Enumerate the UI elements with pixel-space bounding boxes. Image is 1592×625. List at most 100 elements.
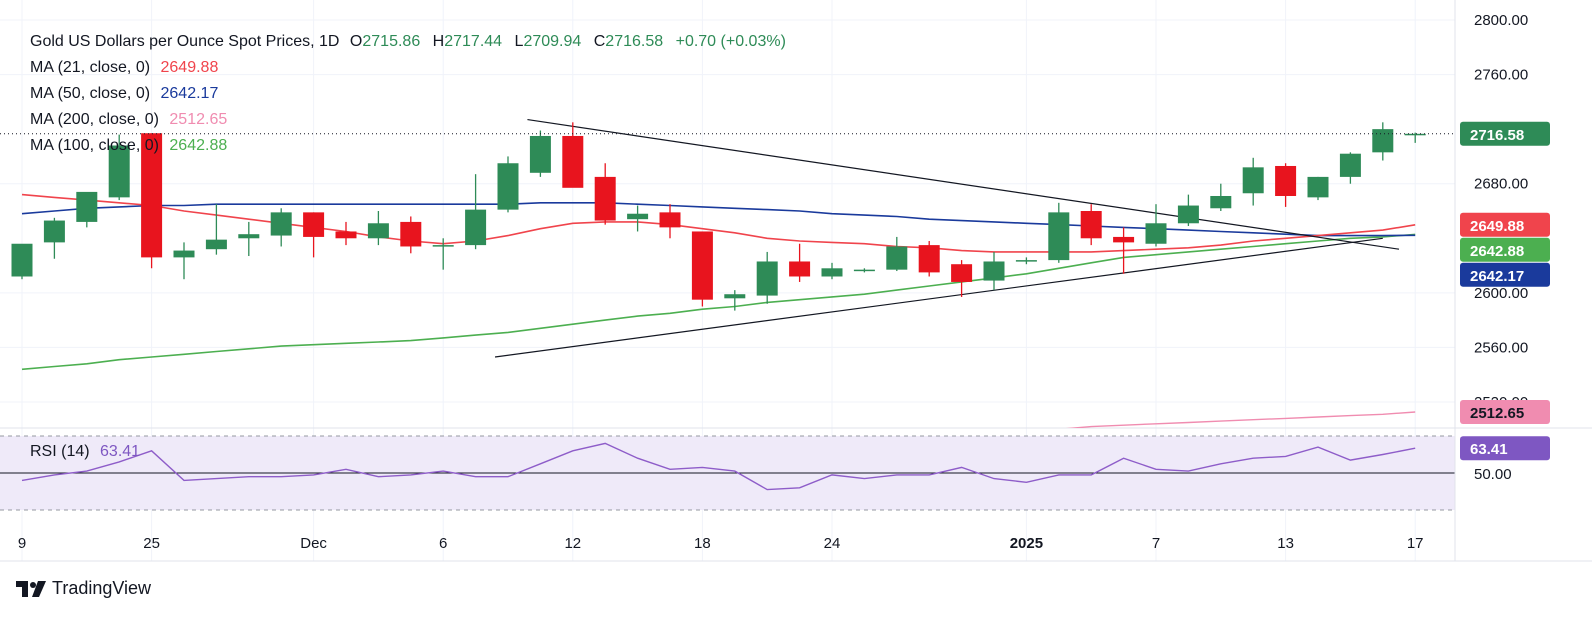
price-tick-3: 2600.00 — [1474, 285, 1528, 302]
legend-open-value: 2715.86 — [362, 33, 420, 50]
legend-ma50: MA (50, close, 0) 2642.17 — [30, 85, 218, 102]
legend-ma100: MA (100, close, 0) 2642.88 — [30, 137, 227, 154]
last-price-badge-bg — [1460, 121, 1550, 146]
legend-ma21-value: 2649.88 — [161, 59, 219, 76]
candle-body-27 — [886, 246, 908, 270]
candle-body-23 — [756, 261, 778, 296]
price-tick-4: 2560.00 — [1474, 339, 1528, 356]
ma100-badge-text: 2642.88 — [1470, 243, 1524, 260]
legend-ma200-value: 2512.65 — [169, 111, 227, 128]
legend-close-label: C — [594, 33, 606, 50]
trendline-0 — [527, 118, 1400, 250]
candle-0 — [11, 243, 33, 280]
ma21-badge-bg — [1460, 212, 1550, 237]
ma50-badge-text: 2642.17 — [1470, 268, 1524, 285]
candle-body-14 — [465, 209, 487, 246]
candle-body-26 — [853, 269, 875, 272]
ma200-badge-text: 2512.65 — [1470, 405, 1524, 422]
ma21-line — [21, 193, 1416, 253]
ma21-badge-text: 2649.88 — [1470, 218, 1524, 235]
candle-34 — [1113, 227, 1135, 274]
trendline-1 — [494, 237, 1383, 358]
tradingview-branding[interactable]: TradingView — [16, 578, 151, 599]
candle-31 — [1015, 257, 1037, 265]
candle-body-15 — [497, 163, 519, 210]
candle-body-37 — [1210, 195, 1232, 209]
candle-body-9 — [303, 212, 325, 237]
legend-ma50-value: 2642.17 — [161, 85, 219, 102]
time-tick-8: 7 — [1152, 535, 1160, 552]
last-price-badge: 2716.58 — [1460, 121, 1550, 146]
candle-body-35 — [1145, 223, 1167, 244]
candle-32 — [1048, 202, 1070, 263]
price-tick-1: 2760.00 — [1474, 67, 1528, 84]
candle-25 — [821, 262, 843, 280]
candle-30 — [983, 251, 1005, 291]
legend-ma100-value: 2642.88 — [169, 137, 227, 154]
ma50-line — [21, 202, 1416, 237]
candle-42 — [1372, 122, 1394, 161]
candle-body-16 — [529, 135, 551, 173]
ma200-line — [1065, 411, 1416, 428]
candle-24 — [789, 243, 811, 282]
candle-4 — [141, 133, 163, 269]
candle-body-38 — [1242, 167, 1264, 194]
candle-body-2 — [76, 191, 98, 222]
candle-body-4 — [141, 133, 163, 258]
candle-11 — [367, 211, 389, 246]
legend-ma21: MA (21, close, 0) 2649.88 — [30, 59, 218, 76]
ma50-badge-bg — [1460, 262, 1550, 287]
candle-body-0 — [11, 243, 33, 277]
time-tick-2: Dec — [300, 535, 327, 552]
candle-27 — [886, 236, 908, 272]
time-tick-5: 18 — [694, 535, 711, 552]
candle-body-43 — [1404, 133, 1426, 136]
candlestick-series — [11, 122, 1426, 311]
candle-17 — [562, 122, 584, 188]
legend-ma21-label: MA (21, close, 0) — [30, 59, 150, 76]
candle-body-18 — [594, 176, 616, 221]
candle-14 — [465, 174, 487, 250]
legend-high-value: 2717.44 — [444, 33, 502, 50]
candle-8 — [270, 208, 292, 247]
candle-body-41 — [1339, 153, 1361, 177]
candle-body-22 — [724, 294, 746, 299]
time-tick-10: 17 — [1407, 535, 1424, 552]
candle-body-28 — [918, 245, 940, 273]
moving-average-lines — [21, 193, 1416, 428]
time-tick-0: 9 — [18, 535, 26, 552]
candle-body-6 — [205, 239, 227, 250]
ma21-badge: 2649.88 — [1460, 212, 1550, 237]
candle-41 — [1339, 152, 1361, 184]
ma50-badge: 2642.17 — [1460, 262, 1550, 287]
rsi-badge-text: 63.41 — [1470, 441, 1508, 458]
candle-15 — [497, 156, 519, 213]
candle-7 — [238, 221, 260, 257]
legend-high-label: H — [433, 33, 445, 50]
candle-body-13 — [432, 245, 454, 247]
legend-ma200: MA (200, close, 0) 2512.65 — [30, 111, 227, 128]
candle-1 — [43, 217, 65, 259]
candle-23 — [756, 251, 778, 304]
candle-26 — [853, 268, 875, 273]
ma100-line — [21, 233, 1416, 371]
candle-16 — [529, 130, 551, 177]
candle-body-19 — [627, 213, 649, 220]
legend-ma200-label: MA (200, close, 0) — [30, 111, 159, 128]
rsi-level-tick: 50.00 — [1474, 466, 1512, 483]
candle-2 — [76, 191, 98, 228]
candle-6 — [205, 204, 227, 255]
time-axis[interactable]: 9 25 Dec 6 12 18 24 2025 7 13 17 — [18, 535, 1424, 552]
last-price-badge-text: 2716.58 — [1470, 127, 1524, 144]
candle-body-25 — [821, 268, 843, 277]
candle-13 — [432, 238, 454, 270]
time-tick-1: 25 — [143, 535, 160, 552]
candle-body-34 — [1113, 236, 1135, 243]
candle-19 — [627, 205, 649, 232]
time-tick-3: 6 — [439, 535, 447, 552]
candle-9 — [303, 212, 325, 258]
legend-low-label: L — [515, 33, 524, 50]
candle-body-42 — [1372, 129, 1394, 153]
